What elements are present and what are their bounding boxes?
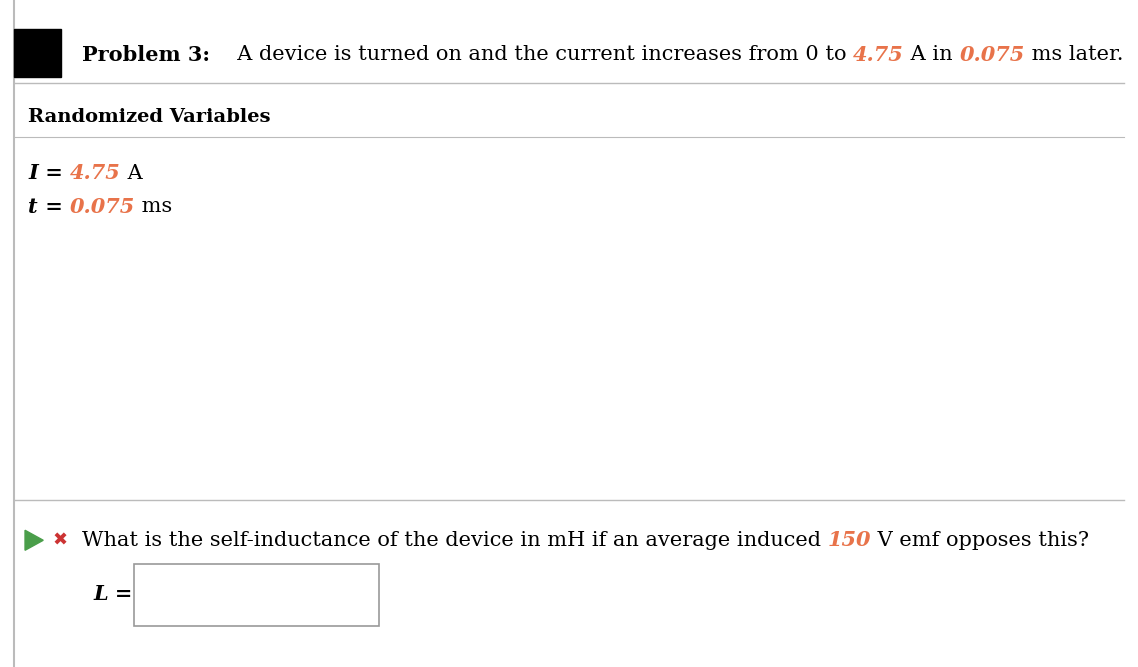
Text: L =: L = bbox=[93, 584, 133, 604]
Text: 0.075: 0.075 bbox=[71, 197, 135, 217]
Text: 4.75: 4.75 bbox=[71, 163, 121, 183]
FancyBboxPatch shape bbox=[134, 564, 379, 626]
Text: A: A bbox=[121, 164, 143, 183]
Text: 4.75: 4.75 bbox=[854, 45, 904, 65]
Text: V emf opposes this?: V emf opposes this? bbox=[871, 531, 1089, 550]
Text: Randomized Variables: Randomized Variables bbox=[28, 108, 271, 125]
Text: t: t bbox=[28, 197, 38, 217]
Text: ms: ms bbox=[135, 197, 173, 216]
Text: 0.075: 0.075 bbox=[959, 45, 1024, 65]
Text: Problem 3:: Problem 3: bbox=[82, 45, 209, 65]
Text: =: = bbox=[38, 197, 71, 217]
Text: ms later.: ms later. bbox=[1024, 45, 1123, 64]
Text: A device is turned on and the current increases from 0 to: A device is turned on and the current in… bbox=[224, 45, 854, 64]
FancyBboxPatch shape bbox=[14, 29, 61, 77]
Text: ✖: ✖ bbox=[52, 532, 68, 549]
Text: What is the self-inductance of the device in mH if an average induced: What is the self-inductance of the devic… bbox=[82, 531, 827, 550]
Text: =: = bbox=[39, 163, 71, 183]
Text: I: I bbox=[28, 163, 39, 183]
Text: 150: 150 bbox=[827, 530, 871, 550]
Text: A in: A in bbox=[904, 45, 959, 64]
Polygon shape bbox=[25, 530, 43, 550]
